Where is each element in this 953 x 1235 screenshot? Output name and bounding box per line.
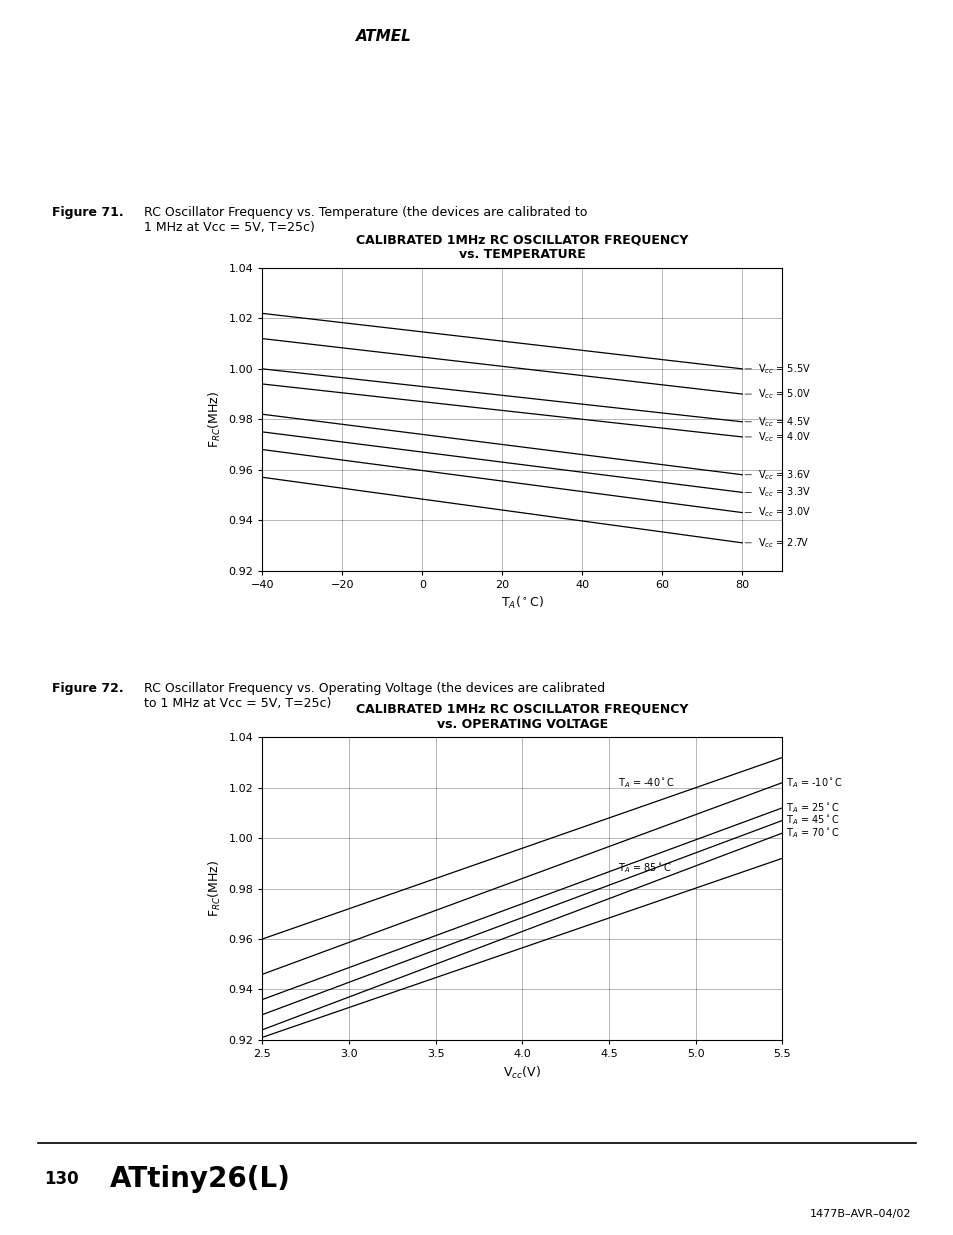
Text: T$_A$ = 25$^\circ$C: T$_A$ = 25$^\circ$C	[785, 802, 839, 815]
Text: V$_{cc}$ = 4.0V: V$_{cc}$ = 4.0V	[758, 430, 810, 443]
Y-axis label: F$_{RC}$(MHz): F$_{RC}$(MHz)	[207, 860, 223, 918]
Text: T$_A$ = -40$^\circ$C: T$_A$ = -40$^\circ$C	[617, 776, 674, 789]
Text: T$_A$ = 45$^\circ$C: T$_A$ = 45$^\circ$C	[785, 814, 839, 827]
Title: CALIBRATED 1MHz RC OSCILLATOR FREQUENCY
vs. TEMPERATURE: CALIBRATED 1MHz RC OSCILLATOR FREQUENCY …	[355, 233, 688, 262]
X-axis label: V$_{cc}$(V): V$_{cc}$(V)	[503, 1065, 540, 1081]
Text: V$_{cc}$ = 2.7V: V$_{cc}$ = 2.7V	[758, 536, 808, 550]
Text: V$_{cc}$ = 3.3V: V$_{cc}$ = 3.3V	[758, 485, 810, 499]
Text: Figure 71.: Figure 71.	[52, 206, 124, 220]
Text: V$_{cc}$ = 5.5V: V$_{cc}$ = 5.5V	[758, 362, 810, 375]
Text: ATMEL: ATMEL	[355, 30, 412, 44]
Text: RC Oscillator Frequency vs. Operating Voltage (the devices are calibrated
to 1 M: RC Oscillator Frequency vs. Operating Vo…	[144, 682, 604, 710]
Text: 1477B–AVR–04/02: 1477B–AVR–04/02	[809, 1209, 910, 1219]
Text: V$_{cc}$ = 4.5V: V$_{cc}$ = 4.5V	[758, 415, 810, 429]
Text: V$_{cc}$ = 5.0V: V$_{cc}$ = 5.0V	[758, 387, 810, 401]
Text: ATtiny26(L): ATtiny26(L)	[110, 1165, 291, 1193]
Text: T$_A$ = 85$^\circ$C: T$_A$ = 85$^\circ$C	[617, 862, 670, 876]
Text: V$_{cc}$ = 3.0V: V$_{cc}$ = 3.0V	[758, 505, 810, 520]
Text: V$_{cc}$ = 3.6V: V$_{cc}$ = 3.6V	[758, 468, 810, 482]
Y-axis label: F$_{RC}$(MHz): F$_{RC}$(MHz)	[207, 390, 223, 448]
Text: T$_A$ = 70$^\circ$C: T$_A$ = 70$^\circ$C	[785, 826, 839, 840]
Text: Figure 72.: Figure 72.	[52, 682, 124, 695]
X-axis label: T$_A$($^\circ$C): T$_A$($^\circ$C)	[500, 595, 543, 611]
Text: RC Oscillator Frequency vs. Temperature (the devices are calibrated to
1 MHz at : RC Oscillator Frequency vs. Temperature …	[144, 206, 587, 235]
Text: T$_A$ = -10$^\circ$C: T$_A$ = -10$^\circ$C	[785, 776, 841, 789]
Title: CALIBRATED 1MHz RC OSCILLATOR FREQUENCY
vs. OPERATING VOLTAGE: CALIBRATED 1MHz RC OSCILLATOR FREQUENCY …	[355, 703, 688, 731]
Text: 130: 130	[44, 1170, 78, 1188]
